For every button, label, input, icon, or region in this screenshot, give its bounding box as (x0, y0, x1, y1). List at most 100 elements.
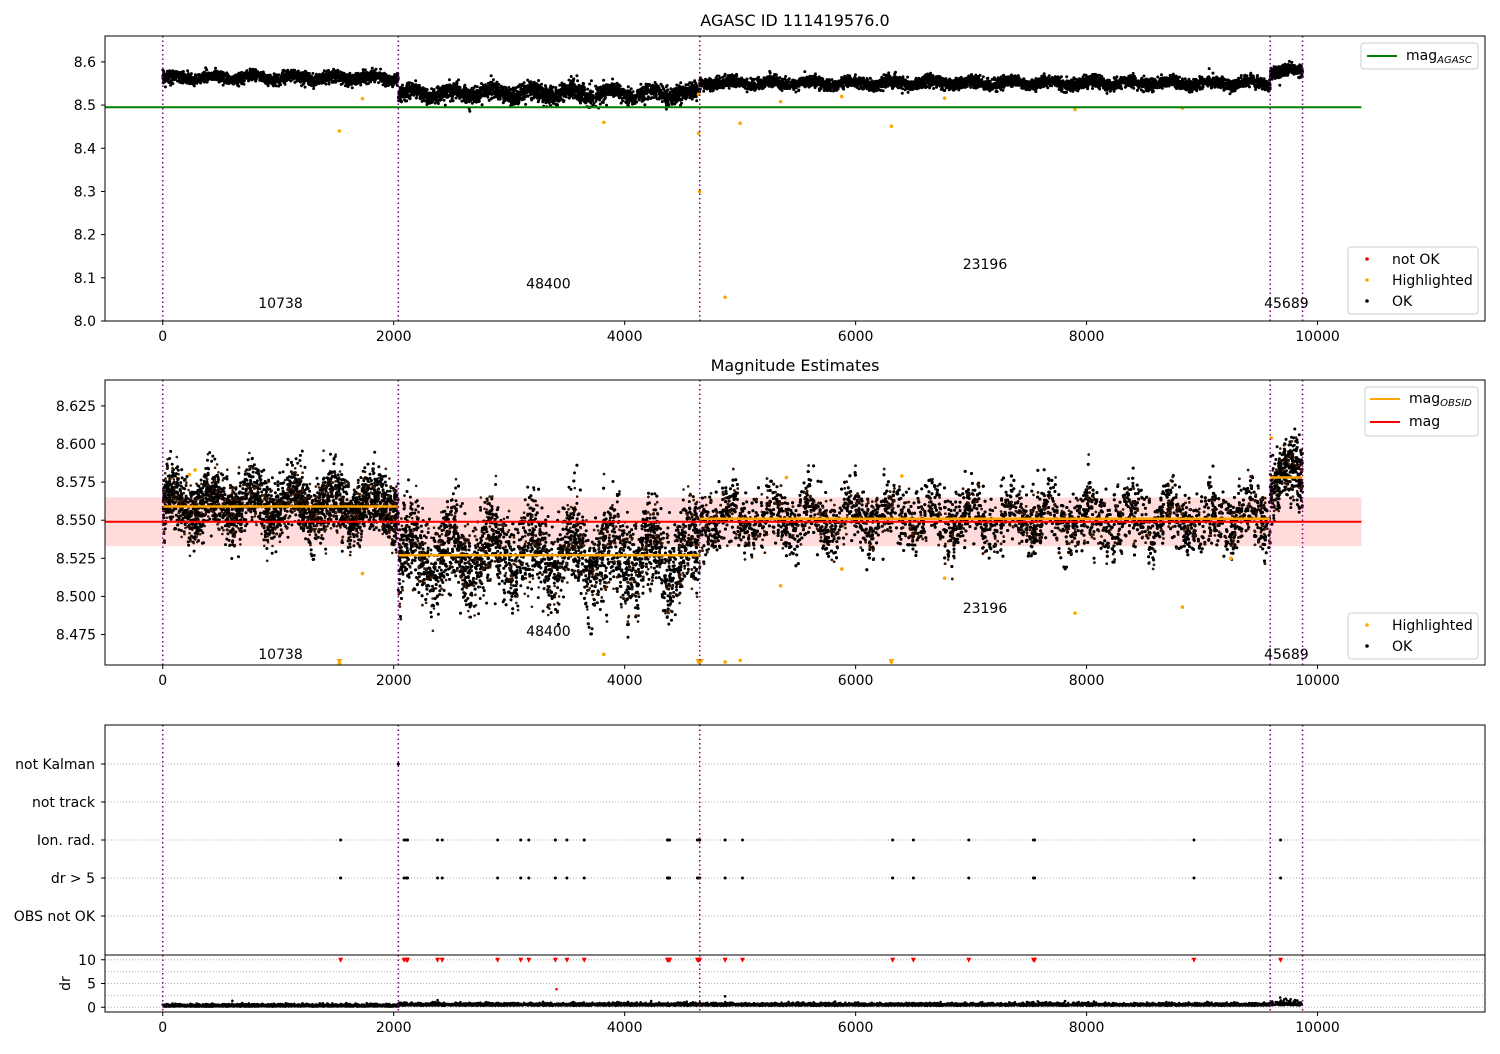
agasc-ok-point (507, 86, 511, 89)
agasc-ok-point (249, 77, 253, 81)
agasc-ok-point (504, 86, 508, 90)
agasc-ok-point (301, 78, 305, 82)
agasc-ok-point (435, 99, 439, 103)
agasc-ok-point (305, 77, 309, 81)
agasc-ok-point (594, 95, 598, 99)
agasc-ok-point (646, 97, 650, 101)
agasc-ok-point (442, 98, 446, 102)
agasc-ok-point (544, 101, 548, 105)
agasc-ok-point (673, 93, 677, 97)
agasc-ok-point (303, 85, 307, 89)
agasc-ok-point (653, 90, 657, 94)
agasc-ok-point (335, 72, 339, 76)
agasc-ok-point (416, 84, 420, 88)
agasc-ok-point (679, 81, 683, 85)
agasc-ok-point (385, 78, 389, 82)
agasc-ok-point (631, 90, 635, 94)
agasc-ok-point (358, 80, 361, 84)
agasc-ok-point (399, 99, 403, 103)
agasc-ok-point (326, 69, 330, 73)
agasc-ok-point (415, 96, 418, 100)
agasc-ok-point (601, 84, 605, 88)
agasc-ok-point (480, 89, 483, 92)
agasc-ok-point (558, 83, 562, 87)
agasc-ok-point (481, 85, 485, 89)
agasc-ok-point (540, 82, 543, 86)
agasc-ok-point (621, 91, 625, 95)
agasc-ok-point (280, 79, 284, 83)
agasc-ok-point (448, 83, 452, 87)
agasc-ok-point (296, 69, 300, 73)
agasc-ok-point (311, 71, 315, 75)
agasc-ok-point (573, 90, 577, 94)
agasc-ok-point (213, 70, 217, 73)
agasc-ok-point (537, 79, 541, 82)
agasc-ok-point (694, 95, 698, 99)
agasc-ok-point (567, 93, 571, 97)
agasc-ok-point (169, 81, 173, 84)
agasc-ok-point (421, 86, 425, 90)
agasc-ok-point (1156, 75, 1160, 79)
agasc-ok-point (354, 77, 358, 81)
agasc-ok-point (388, 78, 392, 82)
agasc-ok-point (346, 78, 350, 82)
agasc-ok-point (666, 99, 670, 103)
agasc-ok-point (580, 93, 584, 97)
agasc-ok-point (444, 95, 448, 99)
agasc-ok-point (577, 94, 581, 98)
agasc-ok-point (236, 83, 240, 87)
agasc-ok-point (644, 84, 648, 88)
agasc-ok-point (515, 101, 519, 105)
agasc-ok-point (305, 74, 309, 77)
agasc-ok-point (318, 77, 322, 81)
agasc-panel-title: AGASC ID 111419576.0 (700, 11, 889, 30)
agasc-ok-point (292, 73, 296, 77)
agasc-ok-point (379, 67, 383, 71)
agasc-ok-point (512, 91, 515, 94)
agasc-ok-point (299, 73, 302, 77)
agasc-ok-point (651, 88, 655, 92)
agasc-ok-point (784, 75, 788, 78)
agasc-ok-point (430, 100, 434, 104)
agasc-ok-point (212, 73, 216, 77)
agasc-ok-point (178, 79, 182, 83)
agasc-ok-point (554, 86, 558, 89)
agasc-ok-point (438, 88, 442, 92)
agasc-ok-point (207, 72, 211, 76)
agasc-ok-point (484, 84, 488, 88)
agasc-ok-point (286, 68, 290, 72)
agasc-ok-point (579, 90, 583, 93)
agasc-ok-point (235, 80, 239, 83)
agasc-ok-point (581, 97, 585, 101)
agasc-ok-point (679, 87, 683, 91)
agasc-ok-point (377, 81, 381, 85)
agasc-ok-point (496, 97, 500, 101)
agasc-ok-point (303, 69, 307, 73)
agasc-ok-point (546, 97, 550, 101)
agasc-ok-point (1160, 73, 1163, 77)
agasc-ok-point (514, 98, 518, 102)
agasc-ok-point (323, 75, 327, 78)
agasc-ok-point (223, 78, 226, 82)
agasc-ok-point (611, 77, 615, 81)
agasc-ok-point (449, 91, 453, 95)
agasc-ok-point (571, 78, 575, 82)
agasc-ok-point (468, 95, 472, 99)
agasc-ok-point (535, 82, 539, 86)
agasc-ok-point (240, 79, 244, 83)
agasc-ok-point (203, 80, 207, 84)
agasc-ok-point (338, 74, 342, 78)
agasc-ok-point (200, 78, 204, 82)
agasc-ok-point (588, 82, 592, 86)
agasc-ok-point (439, 98, 443, 102)
agasc-ok-point (214, 66, 217, 70)
agasc-ok-point (485, 92, 489, 96)
agasc-ok-point (422, 96, 426, 100)
agasc-ok-point (514, 86, 518, 90)
agasc-ok-point (501, 90, 505, 94)
agasc-ok-point (504, 91, 508, 95)
agasc-ok-point (560, 89, 564, 93)
agasc-ok-point (407, 83, 411, 86)
agasc-ok-point (318, 72, 321, 76)
